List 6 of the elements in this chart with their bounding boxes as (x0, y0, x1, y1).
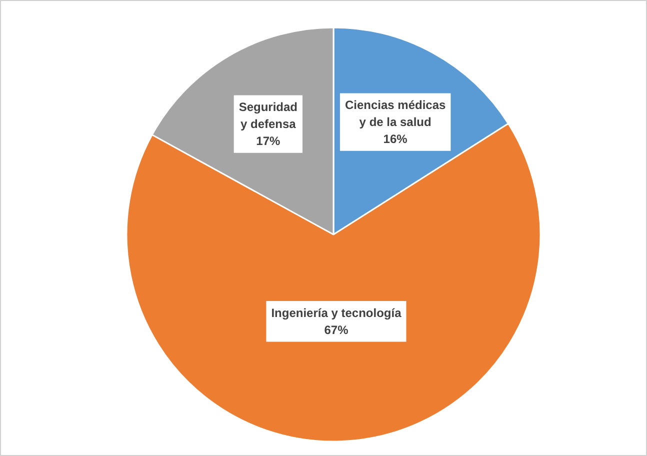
data-label: 16% (383, 132, 408, 146)
slice-label: Seguridad y defensa (238, 100, 298, 132)
data-label: 67% (324, 322, 349, 337)
data-label: 17% (256, 134, 281, 148)
slice-label: Ingeniería y tecnología (271, 306, 402, 320)
slice-label: Ciencias médicas y de la salud (344, 98, 446, 130)
